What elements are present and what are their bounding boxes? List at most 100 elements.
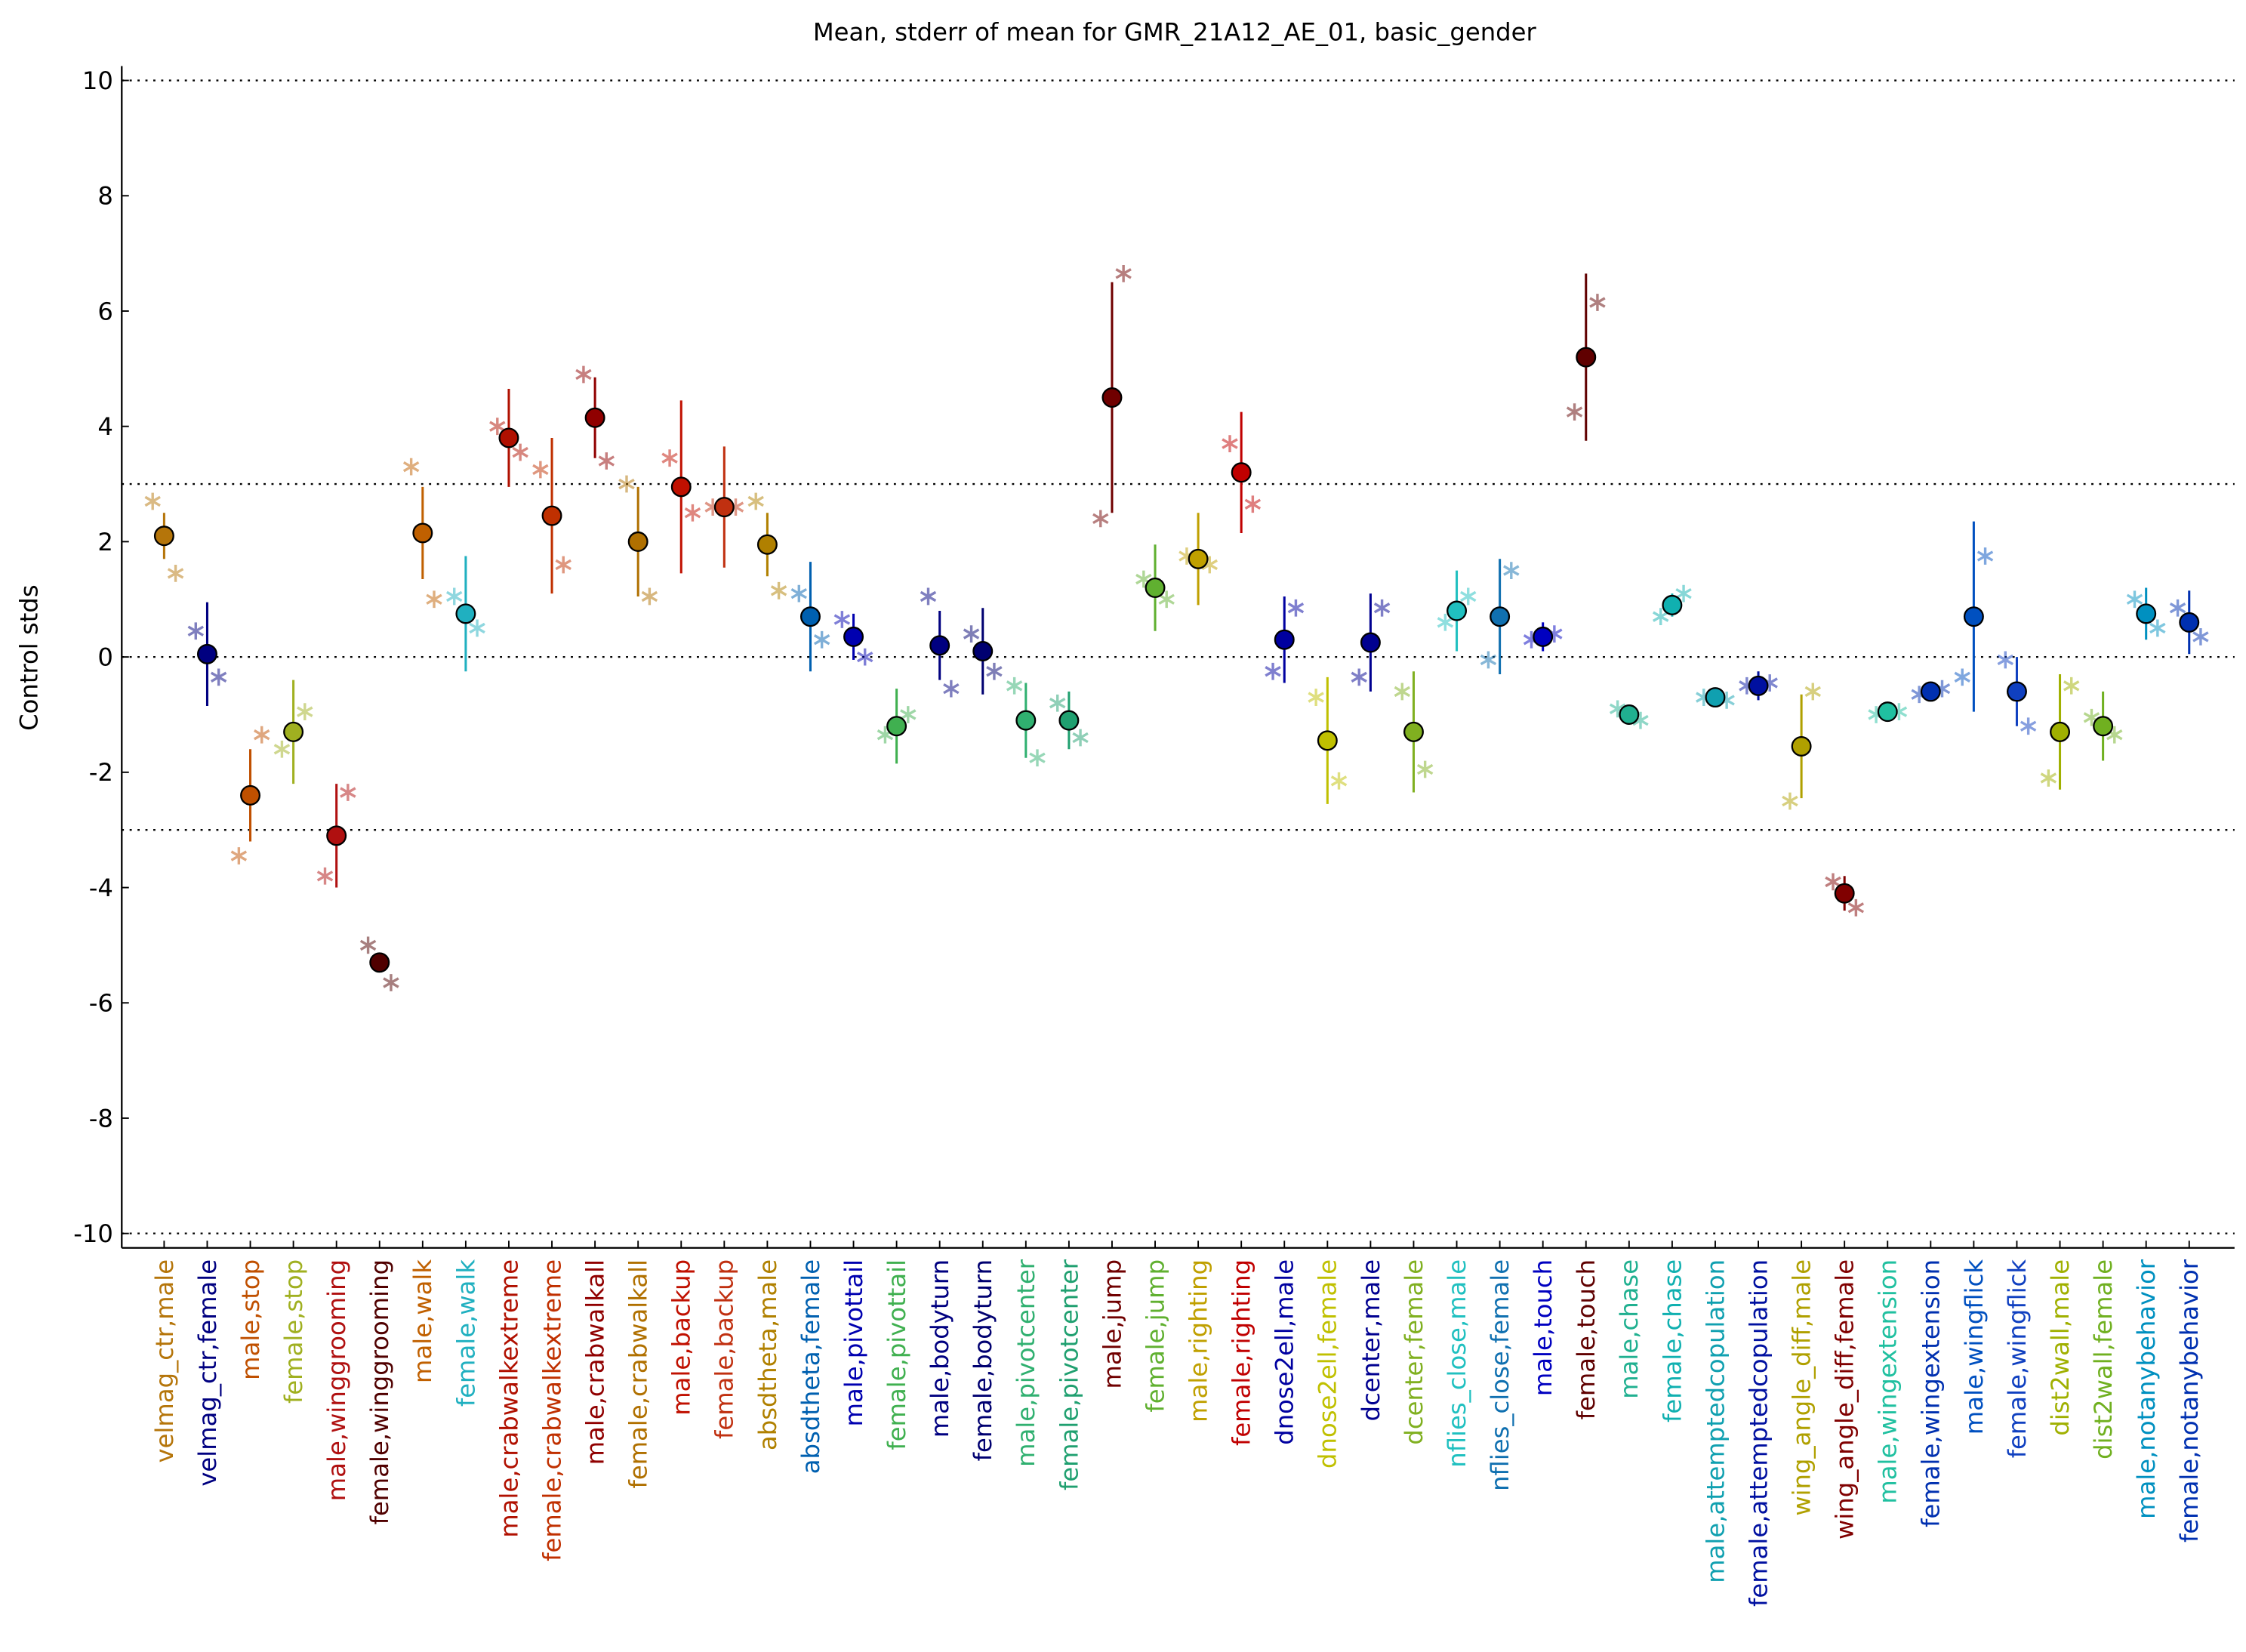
point-right [1330,772,1348,790]
point-left [833,611,851,628]
point-left [1394,683,1411,701]
x-tick-label: female,crabwalkextreme [538,1259,566,1561]
point-right [813,630,830,649]
point-left [1049,694,1066,712]
x-tick-label: wing_angle_diff,male [1787,1259,1816,1516]
x-tick-label: dist2wall,female [2089,1259,2118,1459]
x-tick-label: dcenter,female [1400,1259,1428,1445]
x-tick-label: female,backup [710,1259,739,1439]
mean-marker [1231,462,1252,483]
mean-marker [1015,710,1037,731]
mean-marker [1058,710,1080,731]
point-left [187,622,205,640]
point-right [210,668,227,686]
mean-marker [1490,606,1511,627]
mean-marker [2093,716,2114,737]
mean-marker [1705,687,1726,708]
point-right [1459,587,1477,606]
y-tick-label: 6 [97,297,113,325]
point-left [963,625,980,643]
y-tick-label: 2 [97,528,113,556]
mean-marker [713,497,735,518]
mean-marker [2179,612,2200,633]
x-tick-label: female,walk [451,1259,480,1407]
point-left [2126,590,2143,609]
mean-marker [153,525,174,547]
mean-marker [670,476,692,498]
point-left [1652,608,1669,626]
point-left [144,492,161,510]
point-left [1308,689,1324,706]
point-left [1997,651,2014,669]
point-left [1006,677,1023,695]
x-tick-label: nflies_close,female [1486,1259,1514,1491]
x-tick-label: male,pivotcenter [1012,1259,1040,1467]
x-tick-label: dnose2ell,male [1271,1259,1299,1445]
point-left [1825,873,1841,891]
point-left [489,418,506,436]
point-right [1072,729,1089,747]
point-right [1804,683,1822,701]
x-tick-label: wing_angle_diff,female [1831,1259,1859,1540]
x-tick-label: female,touch [1572,1259,1601,1419]
y-tick-label: -4 [89,874,113,902]
mean-marker [1791,735,1812,757]
point-right [1287,599,1305,617]
point-right [340,784,356,801]
mean-marker [412,522,433,544]
point-right [512,443,528,461]
x-tick-label: dcenter,male [1357,1259,1385,1421]
point-left [1265,662,1281,680]
point-right [1373,599,1391,617]
point-left [1092,510,1109,528]
mean-marker [1877,701,1898,723]
x-tick-label: male,walk [408,1259,437,1383]
point-left [316,867,334,885]
x-tick-label: male,crabwalkall [581,1259,609,1465]
point-right [2020,717,2037,735]
mean-marker [283,721,304,742]
point-left [273,740,291,758]
point-left [359,936,377,954]
x-tick-label: male,wingextension [1874,1259,1902,1504]
x-tick-label: female,jump [1141,1259,1169,1413]
x-tick-label: female,righting [1228,1259,1256,1446]
point-left [2040,769,2057,787]
x-tick-label: female,stop [279,1259,308,1404]
mean-marker [1619,704,1640,725]
x-tick-label: male,bodyturn [926,1259,954,1438]
mean-marker [843,626,864,647]
x-tick-label: female,crabwalkall [624,1259,653,1489]
x-tick-label: female,bodyturn [969,1259,997,1461]
y-tick-label: -6 [89,989,113,1018]
x-tick-label: male,stop [236,1259,265,1380]
x-tick-label: absdtheta,female [796,1259,825,1474]
x-tick-label: dnose2ell,female [1314,1259,1342,1469]
mean-marker [1317,730,1338,751]
y-axis-label: Control stds [14,584,43,731]
point-right [167,565,184,582]
mean-marker [800,606,821,627]
x-tick-label: absdtheta,male [753,1259,782,1450]
x-tick-label: male,touch [1529,1259,1557,1396]
point-right [684,504,701,522]
point-left [2169,599,2186,617]
mean-marker [1576,347,1597,368]
point-right [1115,264,1132,282]
point-right [1976,547,1994,565]
point-right [2192,628,2209,646]
x-tick-label: male,jump [1098,1259,1126,1389]
point-right [426,590,442,609]
mean-marker [1920,681,1941,702]
point-left [1437,613,1454,631]
x-tick-label: male,backup [667,1259,696,1416]
x-tick-label: female,chase [1658,1259,1687,1422]
mean-marker [1662,594,1683,615]
point-right [857,648,873,666]
mean-marker [498,427,519,448]
point-left [920,587,937,606]
point-right [770,581,787,599]
mean-marker [455,603,476,624]
mean-marker [1101,387,1123,408]
